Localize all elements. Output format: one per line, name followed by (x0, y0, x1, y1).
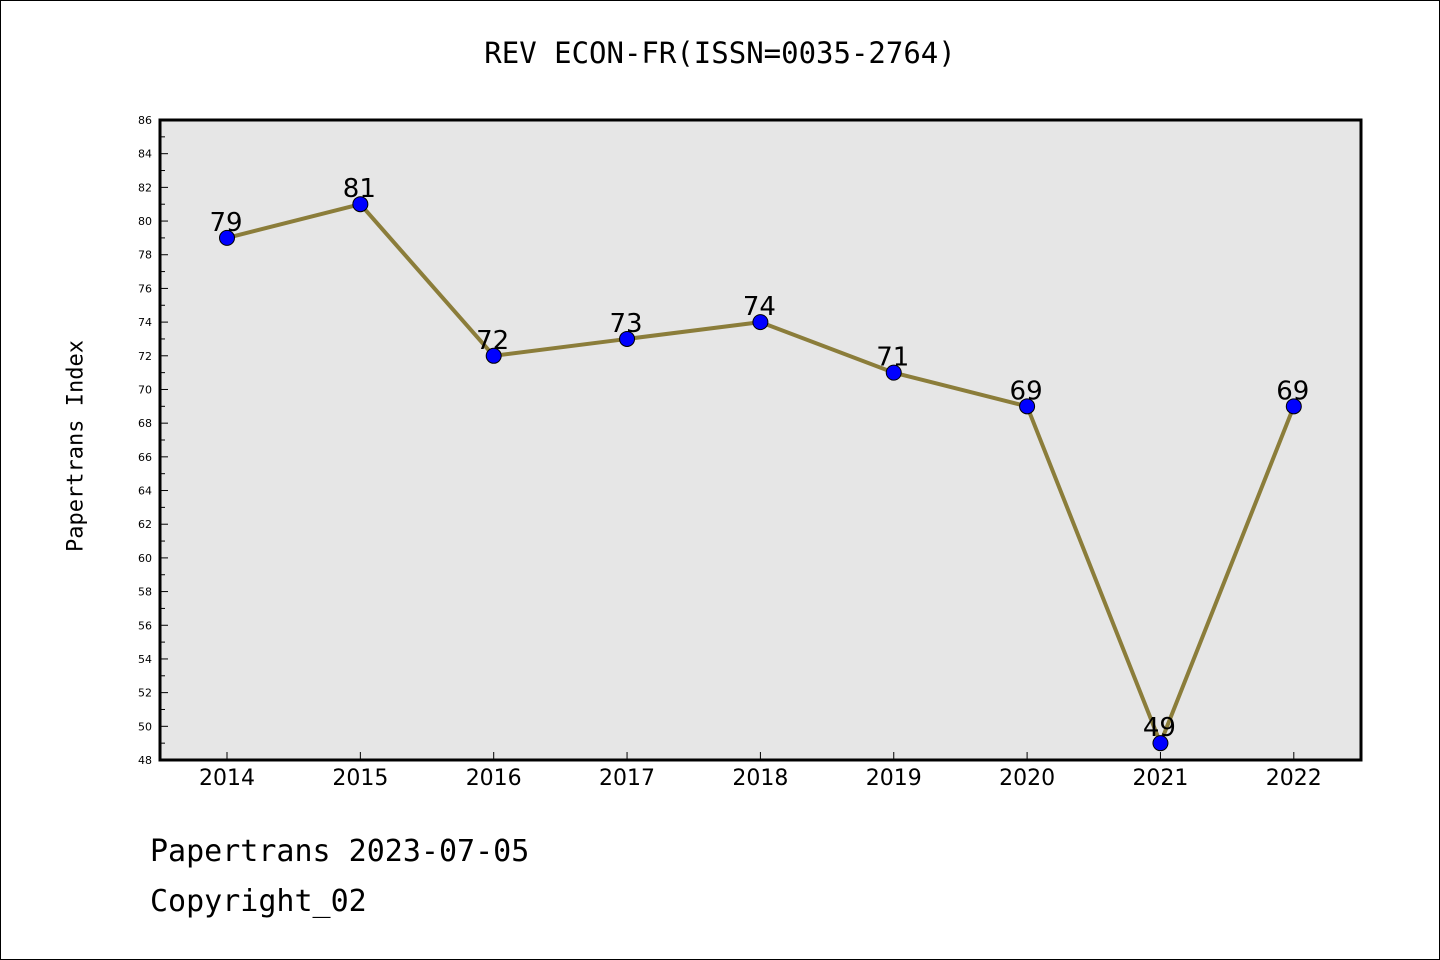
y-tick-label: 82 (138, 181, 152, 194)
y-axis: 48 50 52 54 56 58 60 62 64 66 68 70 72 74 76 78 80 82 84 86 (138, 114, 168, 767)
plot-area (158, 118, 1363, 762)
x-tick-label: 2015 (332, 766, 388, 791)
data-point (619, 330, 636, 347)
y-tick-label: 56 (138, 619, 152, 632)
data-point (219, 229, 235, 246)
data-label: 74 (743, 292, 776, 322)
y-tick-label: 58 (138, 586, 152, 599)
chart-title: REV ECON-FR(ISSN=0035-2764) (484, 36, 956, 70)
x-tick-label: 2021 (1132, 766, 1188, 791)
data-label: 79 (209, 208, 242, 238)
y-tick-label: 50 (138, 720, 152, 733)
data-point (485, 347, 502, 364)
data-label: 72 (476, 326, 509, 356)
y-tick-label: 76 (138, 282, 152, 295)
x-tick-label: 2014 (199, 766, 255, 791)
y-tick-label: 86 (138, 114, 152, 127)
y-tick-label: 74 (138, 316, 152, 329)
y-tick-label: 78 (138, 249, 152, 262)
y-tick-label: 64 (138, 485, 152, 498)
y-tick-label: 80 (138, 215, 152, 228)
y-tick-label: 72 (138, 350, 152, 363)
data-point (885, 364, 902, 381)
x-tick-label: 2016 (466, 766, 522, 791)
y-tick-label: 70 (138, 383, 152, 396)
footer-source: Papertrans 2023-07-05 (150, 834, 530, 869)
y-tick-label: 68 (138, 417, 152, 430)
data-label: 69 (1276, 376, 1309, 406)
footer-copyright: Copyright_02 (150, 884, 367, 919)
data-point (1019, 398, 1036, 415)
data-label: 69 (1010, 376, 1043, 406)
data-label: 73 (610, 309, 643, 339)
data-markers (219, 196, 1302, 752)
y-tick-label: 48 (138, 754, 152, 767)
x-tick-label: 2018 (732, 766, 788, 791)
x-tick-label: 2020 (999, 766, 1055, 791)
x-tick-label: 2022 (1266, 766, 1322, 791)
data-point (752, 314, 769, 331)
y-tick-label: 66 (138, 451, 152, 464)
data-labels: 79 81 72 73 74 71 69 49 69 (209, 174, 1309, 743)
y-tick-label: 84 (138, 148, 152, 161)
y-tick-label: 54 (138, 653, 152, 666)
data-label: 81 (343, 174, 376, 204)
y-tick-label: 60 (138, 552, 152, 565)
y-tick-label: 62 (138, 518, 152, 531)
data-point (352, 196, 369, 213)
data-point (1285, 398, 1302, 415)
x-tick-label: 2017 (599, 766, 655, 791)
x-tick-label: 2019 (866, 766, 922, 791)
data-point (1152, 735, 1169, 752)
data-label: 49 (1143, 713, 1176, 743)
y-tick-label: 52 (138, 687, 152, 700)
data-label: 71 (876, 343, 909, 373)
x-axis: 2014 2015 2016 2017 2018 2019 2020 2021 2022 (199, 752, 1322, 791)
